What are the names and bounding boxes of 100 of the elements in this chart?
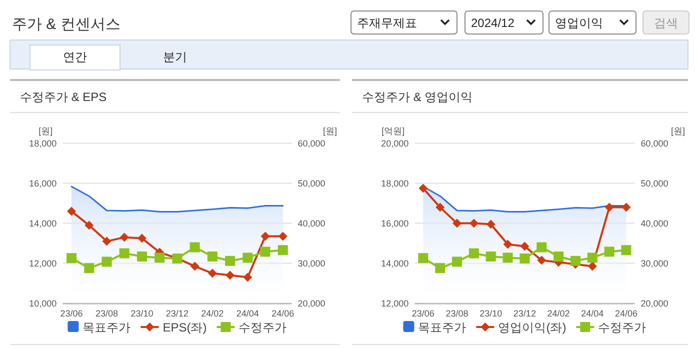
y2-axis-title: [원] — [670, 126, 685, 136]
point — [469, 218, 478, 228]
x-tick-label: 23/08 — [95, 308, 118, 318]
y2-tick-label: 50,000 — [640, 178, 668, 188]
point — [622, 202, 631, 212]
legend-label: 수정주가 — [598, 320, 646, 334]
point — [452, 218, 462, 228]
y-tick-label: 16,000 — [381, 218, 409, 228]
point — [120, 232, 129, 242]
y-tick-label: 18,000 — [29, 138, 57, 148]
point — [226, 270, 235, 280]
chart-title: 수정주가 & 영업이익 — [362, 90, 473, 104]
y2-axis-title: [원] — [322, 126, 337, 136]
x-tick-label: 24/06 — [272, 308, 294, 318]
x-tick-label: 23/06 — [412, 308, 434, 318]
point — [190, 242, 200, 252]
point — [436, 202, 445, 212]
point — [503, 240, 512, 249]
point — [154, 252, 165, 263]
y2-tick-label: 30,000 — [298, 258, 326, 268]
text: 주재무제표 — [357, 16, 417, 30]
point — [136, 252, 147, 262]
point — [520, 242, 530, 251]
legend-label: 목표주가 — [418, 320, 466, 334]
point — [102, 256, 112, 267]
y2-tick-label: 20,000 — [640, 298, 668, 308]
point — [536, 242, 547, 252]
point — [67, 206, 76, 216]
point — [278, 245, 288, 256]
y2-tick-label: 60,000 — [640, 138, 668, 148]
y2-tick-label: 30,000 — [640, 258, 668, 268]
point — [207, 252, 218, 262]
point — [435, 263, 446, 274]
text: 2024/12 — [471, 16, 515, 30]
x-tick-label: 23/08 — [446, 308, 468, 318]
chart-title: 수정주가 & EPS — [20, 90, 107, 104]
y-axis-title: [원] — [38, 126, 53, 136]
x-tick-label: 24/02 — [547, 308, 570, 318]
point — [208, 268, 217, 278]
point — [418, 184, 428, 193]
text: 주가 & 컨센서스 — [12, 16, 120, 33]
point — [66, 253, 77, 264]
point — [554, 252, 564, 262]
point — [84, 263, 94, 274]
y-tick-label: 12,000 — [29, 258, 57, 268]
y-tick-label: 14,000 — [381, 258, 409, 268]
point — [278, 232, 288, 241]
text: 연간 — [63, 50, 87, 64]
x-tick-label: 23/06 — [60, 308, 83, 318]
legend-label: 목표주가 — [82, 320, 131, 334]
y-tick-label: 18,000 — [381, 178, 409, 188]
legend-label: 수정주가 — [238, 320, 287, 334]
point — [260, 246, 270, 257]
point — [587, 252, 598, 263]
point — [502, 252, 513, 263]
y-axis-title: [억원] — [382, 126, 405, 136]
point — [486, 220, 496, 229]
y-tick-label: 14,000 — [29, 218, 57, 228]
y2-tick-label: 40,000 — [640, 218, 668, 228]
point — [537, 256, 546, 265]
legend-label: EPS(좌) — [162, 320, 207, 334]
point — [452, 256, 462, 267]
y2-tick-label: 60,000 — [298, 138, 326, 148]
y-tick-label: 16,000 — [29, 178, 57, 188]
x-tick-label: 24/04 — [236, 308, 259, 318]
text: 영업이익 — [555, 16, 603, 30]
point — [588, 262, 597, 271]
y2-tick-label: 50,000 — [298, 178, 326, 188]
point — [119, 248, 130, 258]
point — [190, 262, 200, 271]
x-tick-label: 24/02 — [201, 308, 224, 318]
point — [468, 248, 479, 258]
y-tick-label: 12,000 — [381, 298, 409, 308]
x-tick-label: 24/04 — [581, 308, 604, 318]
point — [520, 254, 530, 264]
legend-label: 영업이익(좌) — [498, 320, 566, 334]
text: 분기 — [163, 50, 187, 64]
y2-tick-label: 20,000 — [298, 298, 326, 308]
point — [225, 256, 236, 266]
x-tick-label: 23/10 — [480, 308, 502, 318]
y-tick-label: 10,000 — [29, 298, 57, 308]
x-tick-label: 24/06 — [614, 308, 638, 318]
y-tick-label: 20,000 — [381, 138, 409, 148]
point — [84, 220, 94, 230]
point — [137, 234, 146, 243]
x-tick-label: 23/10 — [130, 308, 154, 318]
point — [260, 232, 270, 241]
point — [604, 246, 614, 257]
point — [102, 236, 112, 246]
x-tick-label: 23/12 — [166, 308, 188, 318]
y2-tick-label: 40,000 — [298, 218, 326, 228]
point — [242, 252, 253, 263]
point — [570, 256, 580, 266]
point — [243, 272, 252, 282]
x-tick-label: 23/12 — [513, 308, 536, 318]
point — [621, 245, 632, 256]
point — [604, 202, 614, 212]
text: 검색 — [654, 16, 678, 30]
point — [486, 252, 496, 262]
point — [418, 253, 428, 264]
